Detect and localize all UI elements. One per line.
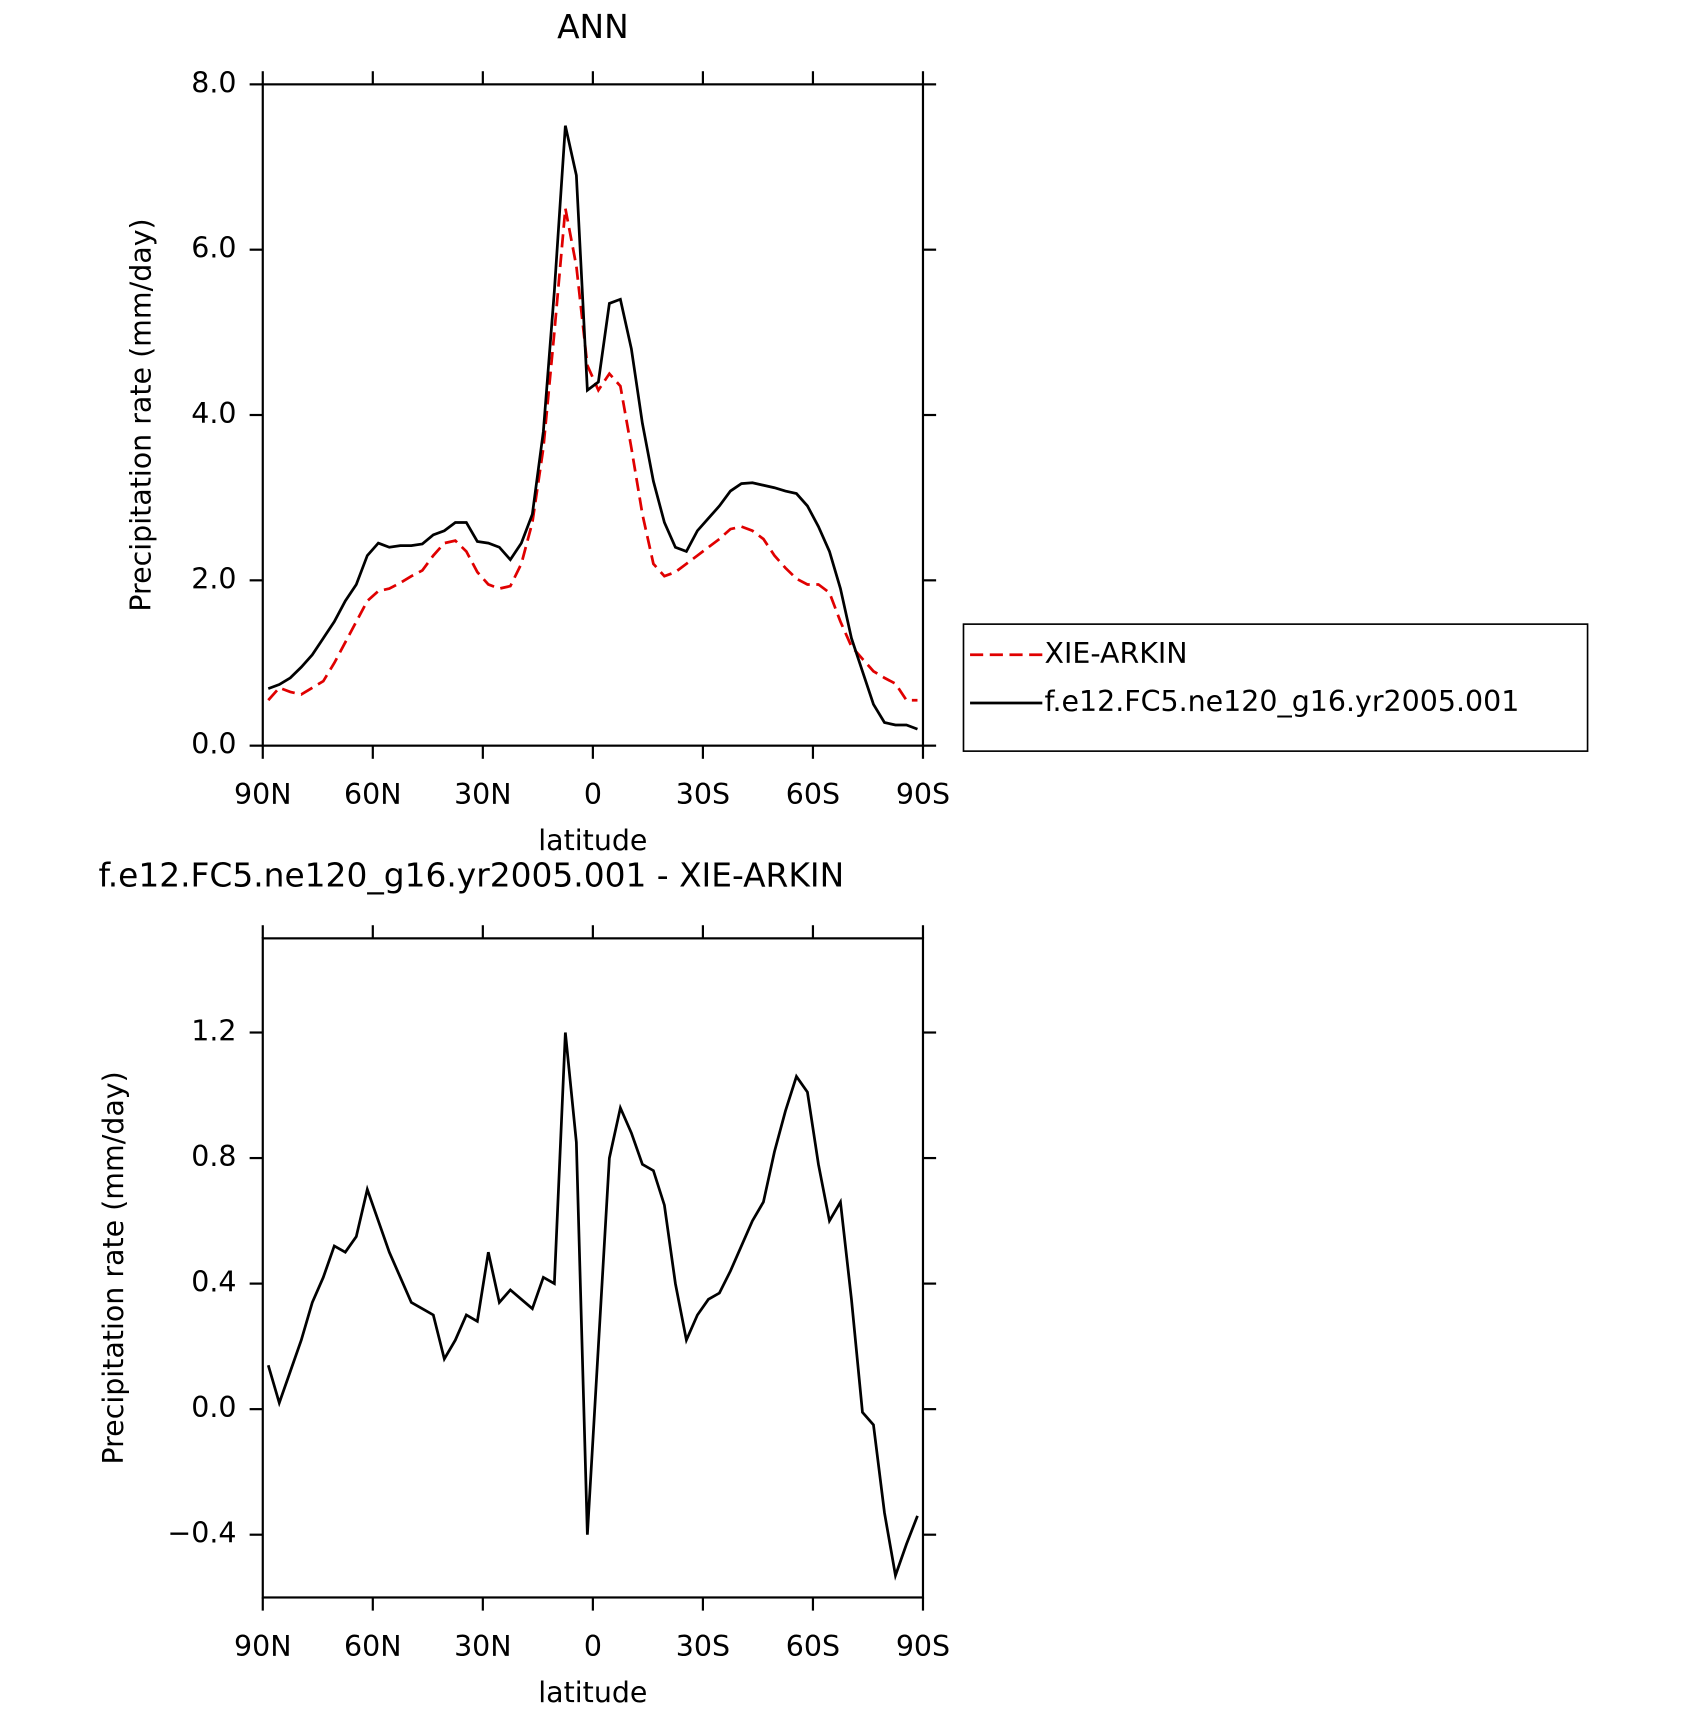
data-line <box>267 125 918 731</box>
legend-label: f.e12.FC5.ne120_g16.yr2005.001 <box>1045 685 1520 718</box>
x-axis-label: latitude <box>538 824 647 857</box>
y-tick-label: 0.0 <box>191 728 236 761</box>
y-tick-label: 0.8 <box>191 1140 236 1173</box>
x-tick-label: 90S <box>896 1630 950 1663</box>
y-tick-label: 2.0 <box>191 562 236 595</box>
x-tick-label: 30S <box>676 1630 730 1663</box>
data-line <box>266 1032 919 1581</box>
x-axis-label: latitude <box>538 1676 647 1709</box>
x-tick-label: 60N <box>344 778 402 811</box>
plot-frame <box>261 83 925 747</box>
x-tick-label: 30S <box>676 778 730 811</box>
data-line <box>267 208 918 702</box>
y-tick-label: 1.2 <box>191 1015 236 1048</box>
x-tick-label: 0 <box>584 778 602 811</box>
legend-label: XIE-ARKIN <box>1045 637 1188 670</box>
y-axis-label: Precipitation rate (mm/day) <box>97 1071 130 1464</box>
plot-frame <box>261 937 925 1599</box>
x-tick-label: 60S <box>786 778 840 811</box>
chart-title: ANN <box>557 8 629 46</box>
x-tick-label: 90N <box>234 778 291 811</box>
x-tick-label: 60N <box>344 1630 402 1663</box>
y-tick-label: 0.0 <box>191 1391 236 1424</box>
x-tick-label: 90N <box>234 1630 291 1663</box>
x-tick-label: 30N <box>454 1630 512 1663</box>
x-tick-label: 30N <box>454 778 512 811</box>
y-tick-label: 4.0 <box>191 397 236 430</box>
y-tick-label: 0.4 <box>191 1266 236 1299</box>
y-tick-label: 6.0 <box>191 232 236 265</box>
y-tick-label: 8.0 <box>191 66 236 99</box>
x-tick-label: 0 <box>584 1630 602 1663</box>
y-tick-label: −0.4 <box>167 1517 236 1550</box>
y-axis-label: Precipitation rate (mm/day) <box>124 218 157 611</box>
x-tick-label: 90S <box>896 778 950 811</box>
x-tick-label: 60S <box>786 1630 840 1663</box>
chart-title: f.e12.FC5.ne120_g16.yr2005.001 - XIE-ARK… <box>99 857 845 895</box>
legend-box <box>962 623 1589 752</box>
